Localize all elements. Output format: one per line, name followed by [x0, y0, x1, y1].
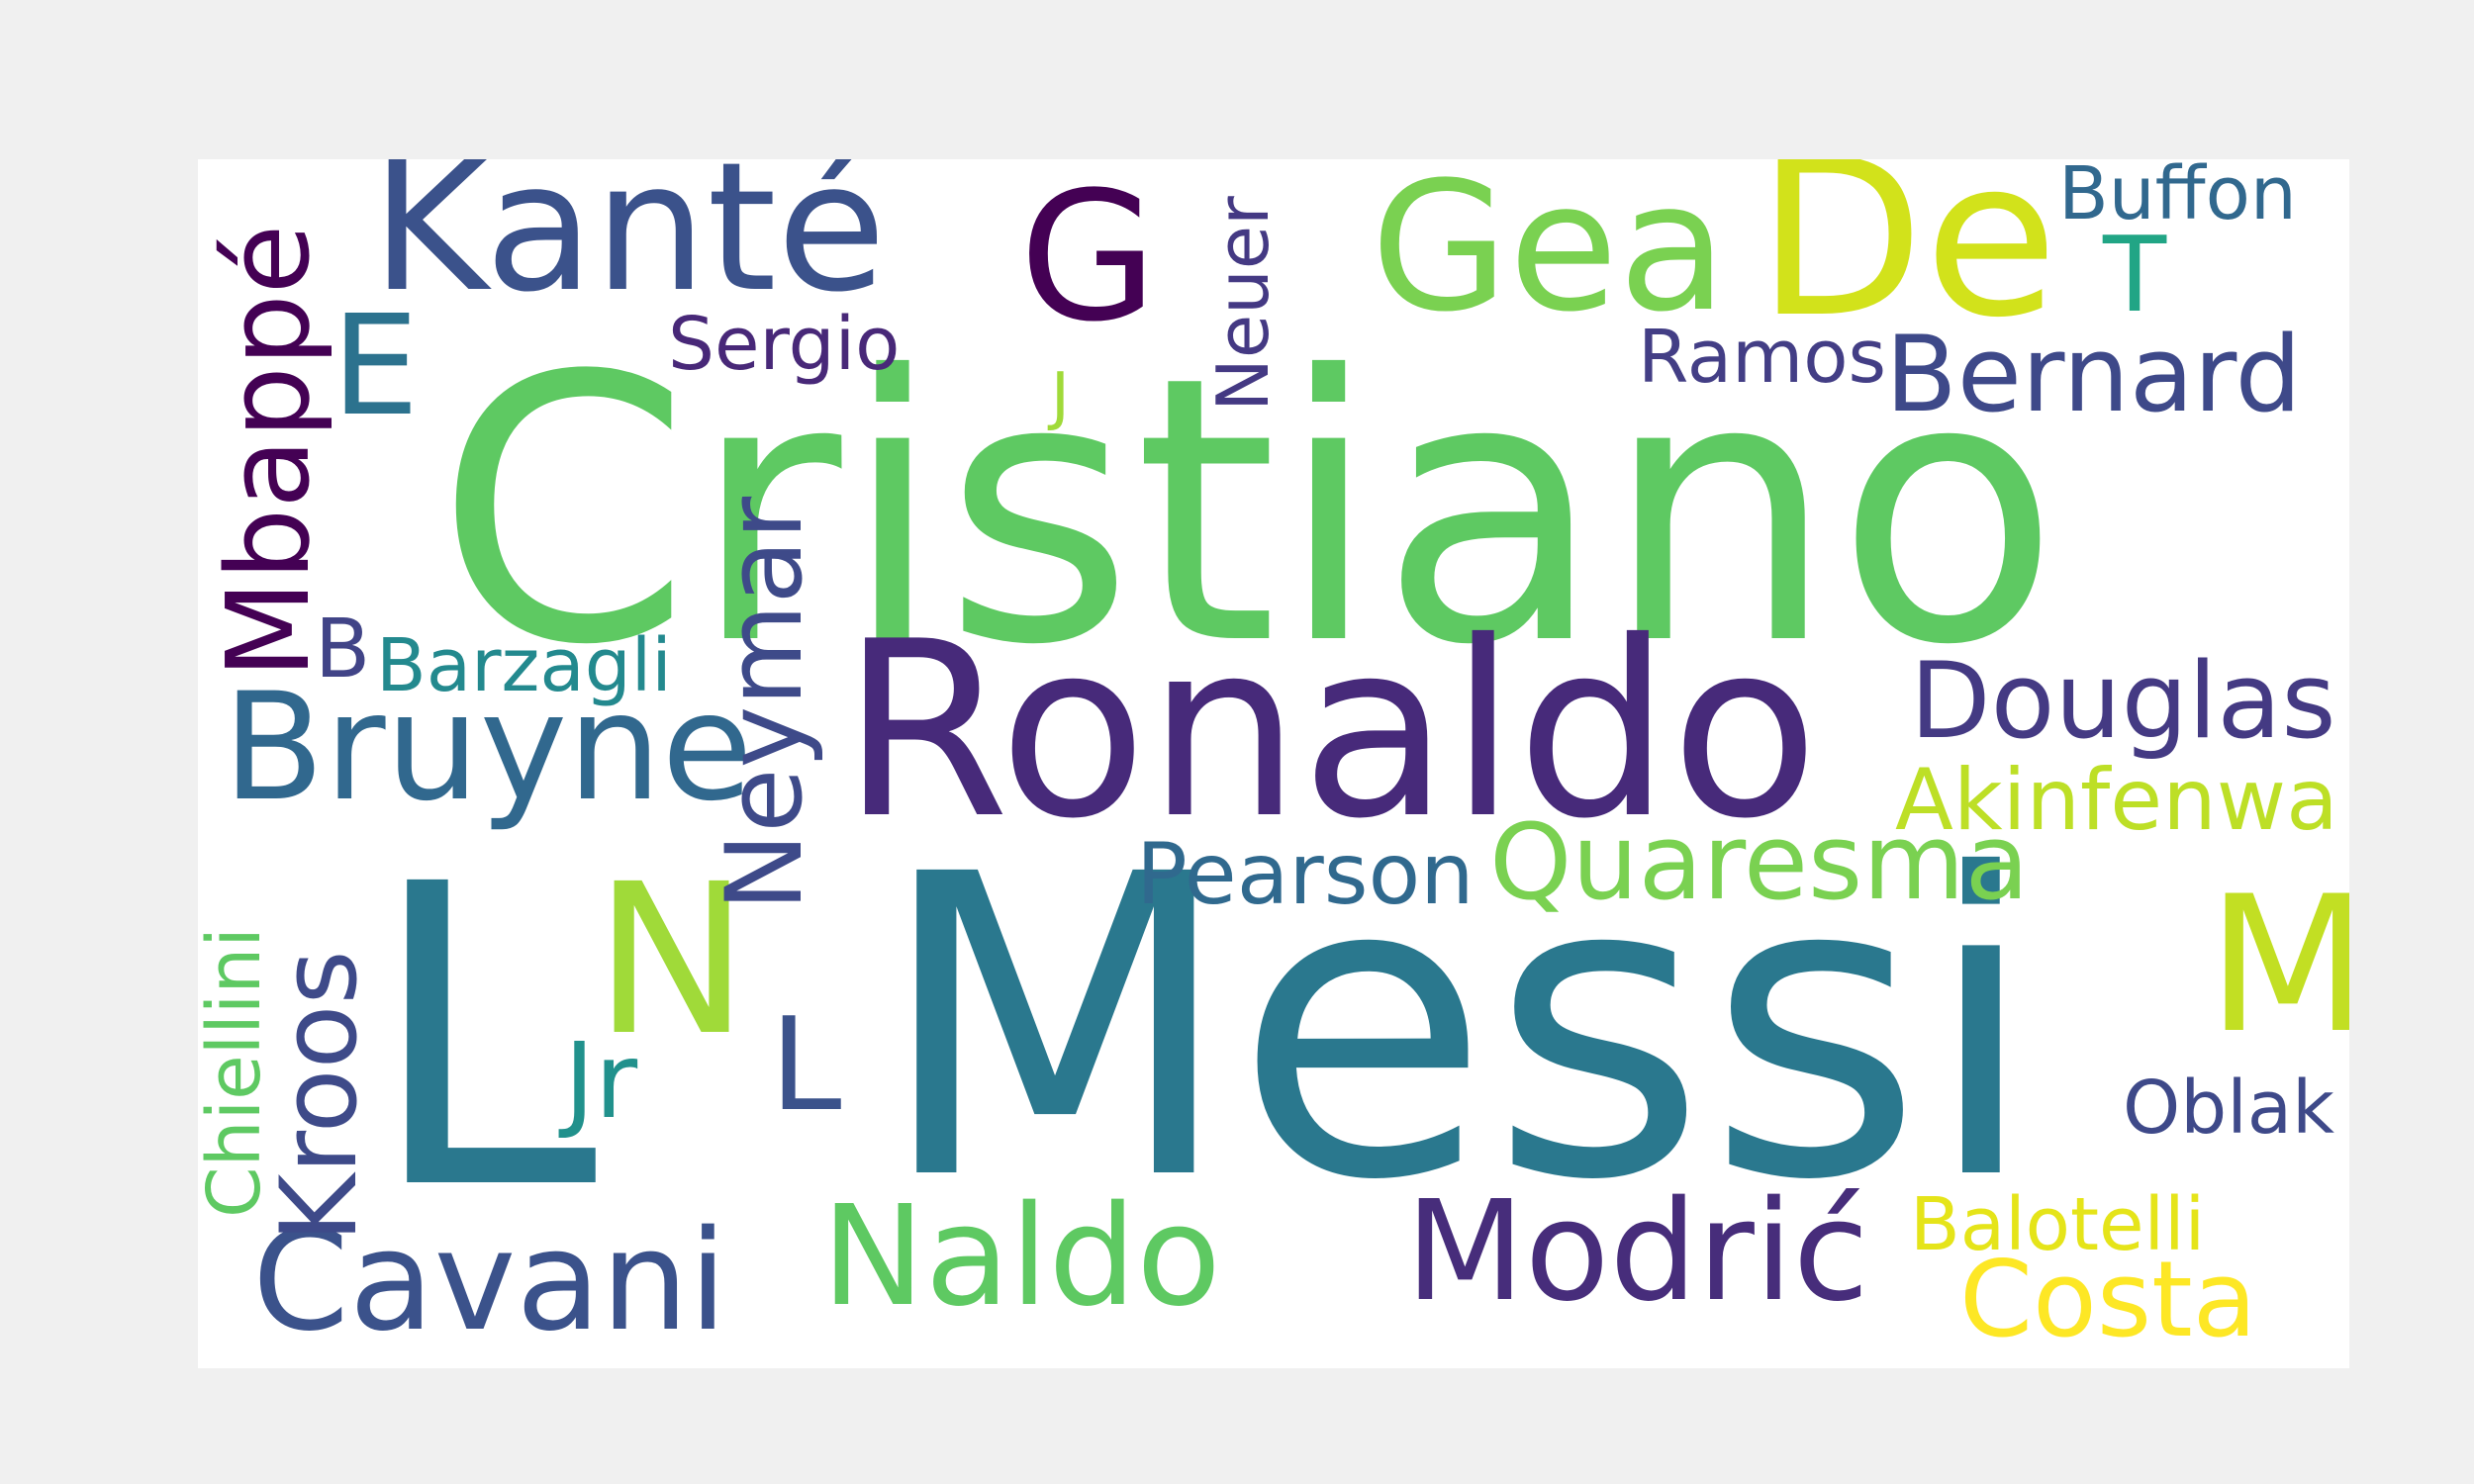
word-l-small: L [770, 989, 842, 1140]
word-n: N [594, 839, 750, 1081]
word-messi: Messi [876, 788, 2040, 1271]
word-neuer: Neuer [1201, 196, 1285, 412]
word-douglas: Douglas [1910, 640, 2336, 762]
word-mbappe: Mbappé [203, 224, 335, 679]
word-cloud: Cristiano Ronaldo L Messi Kanté G Gea De… [198, 159, 2349, 1368]
word-jr: Jr [564, 1021, 638, 1142]
word-l-large: L [366, 797, 598, 1281]
word-cristiano: Cristiano [435, 300, 2060, 725]
word-ronaldo: Ronaldo [841, 590, 1820, 872]
word-neymar: Neymar [704, 496, 825, 911]
word-bernard: Bernard [1885, 314, 2302, 435]
word-sergio: Sergio [668, 302, 901, 387]
word-naldo: Naldo [821, 1176, 1221, 1338]
word-modric: Modrić [1405, 1171, 1869, 1333]
word-pearson: Pearson [1136, 825, 1475, 924]
word-cavani: Cavani [252, 1201, 727, 1362]
word-kante: Kanté [371, 159, 887, 331]
word-quaresma: Quaresma [1489, 801, 2030, 923]
word-b: B [315, 603, 371, 696]
word-m: M [2207, 856, 2349, 1074]
word-kroos: Kroos [258, 950, 380, 1243]
word-balotelli: Balotelli [1910, 1182, 2206, 1267]
word-t: T [2103, 215, 2167, 335]
word-buffon: Buffon [2058, 159, 2297, 236]
word-barzagli: Barzagli [376, 623, 672, 708]
word-costa: Costa [1959, 1239, 2257, 1360]
word-e: E [332, 286, 420, 447]
word-ramos: Ramos [1638, 315, 1887, 400]
word-j: J [1051, 360, 1070, 433]
word-de: De [1757, 159, 2058, 365]
word-oblak: Oblak [2123, 1066, 2334, 1151]
word-bruyne: Bruyne [223, 662, 753, 834]
word-g: G [1019, 159, 1158, 361]
word-gea: Gea [1371, 159, 1728, 351]
word-akinfenwa: Akinfenwa [1895, 751, 2338, 850]
